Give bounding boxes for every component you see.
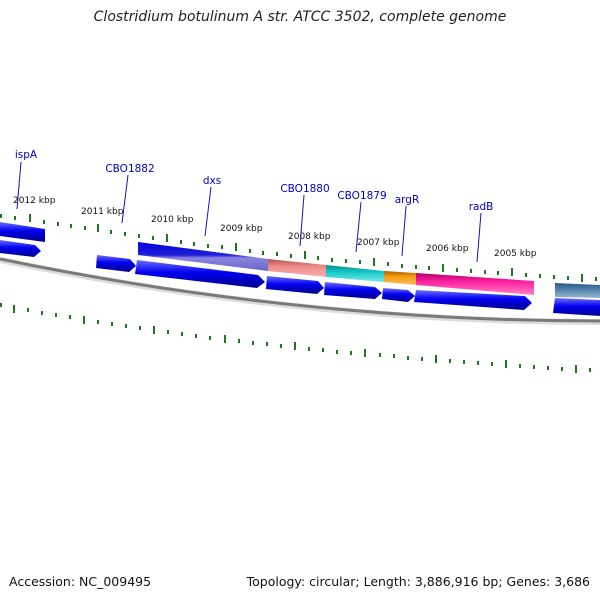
genome-summary-text: Topology: circular; Length: 3,886,916 bp…	[246, 574, 590, 589]
gene-leader-line	[476, 212, 482, 263]
ruler-label: 2005 kbp	[494, 249, 537, 259]
genome-backbone-line	[0, 257, 600, 323]
gene-label[interactable]: CBO1882	[105, 163, 154, 175]
gene-arrow	[324, 282, 382, 299]
ruler-label: 2012 kbp	[13, 196, 56, 206]
gene-arrow	[414, 290, 532, 310]
ruler-label: 2006 kbp	[426, 244, 469, 254]
gene-leader-line	[16, 161, 22, 210]
gene-label[interactable]: CBO1879	[337, 190, 386, 202]
map-title: Clostridium botulinum A str. ATCC 3502, …	[93, 9, 507, 25]
gene-leader-line	[204, 186, 212, 237]
ruler-label: 2011 kbp	[81, 207, 124, 217]
gene-arrow	[0, 240, 41, 257]
gene-leader-line	[355, 201, 362, 253]
gene-arrow	[382, 288, 415, 302]
gene-leader-line	[121, 174, 129, 224]
gene-label[interactable]: dxs	[203, 175, 221, 187]
feature-bar	[268, 259, 326, 277]
ruler-label: 2007 kbp	[357, 238, 400, 248]
feature-bar	[138, 242, 268, 271]
gene-label[interactable]: radB	[469, 201, 494, 213]
upper-ruler	[0, 214, 597, 282]
feature-track	[0, 222, 600, 298]
feature-bar	[555, 283, 600, 298]
gene-arrow	[266, 276, 324, 294]
gene-leader-line	[401, 205, 407, 257]
gene-leader-line	[299, 194, 305, 247]
gene-label[interactable]: ispA	[15, 149, 38, 161]
lower-ruler	[0, 303, 591, 373]
gene-label[interactable]: CBO1880	[280, 183, 329, 195]
feature-bar	[416, 273, 534, 295]
ruler-label: 2009 kbp	[220, 224, 263, 234]
gene-track	[0, 240, 600, 316]
ruler-label: 2008 kbp	[288, 232, 331, 242]
gene-label[interactable]: argR	[395, 194, 420, 206]
feature-bar	[326, 265, 384, 282]
feature-bar	[384, 271, 416, 285]
gene-arrow	[96, 255, 136, 272]
feature-bar	[0, 222, 45, 242]
gene-arrow	[135, 260, 265, 288]
accession-text: Accession: NC_009495	[9, 574, 152, 589]
gene-arrow	[553, 298, 600, 316]
ruler-label: 2010 kbp	[151, 215, 194, 225]
